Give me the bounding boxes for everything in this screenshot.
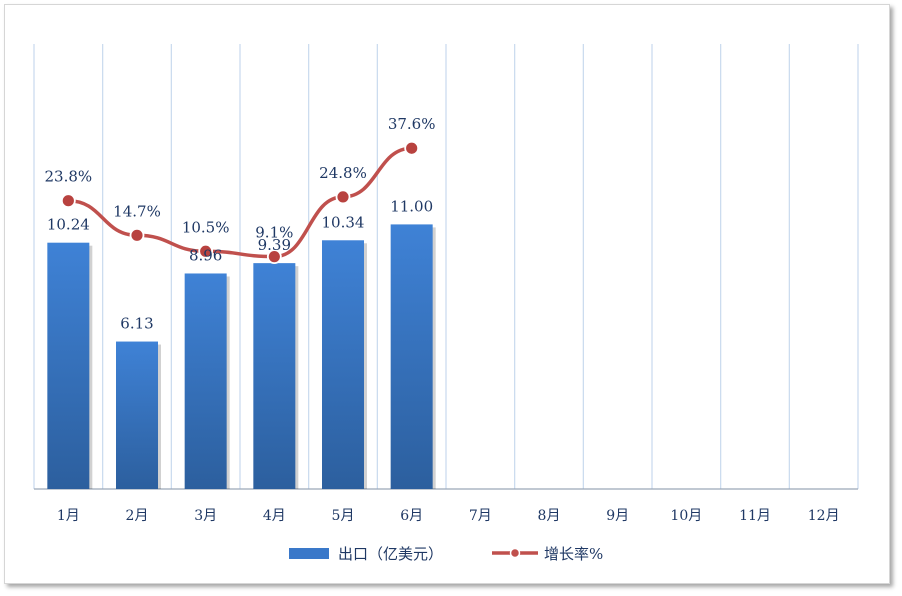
legend-bar-swatch — [289, 548, 329, 559]
x-tick-label: 6月 — [400, 508, 423, 524]
legend: 出口（亿美元） 增长率% — [289, 545, 603, 563]
bar — [184, 273, 227, 489]
x-tick-label: 7月 — [469, 508, 492, 524]
growth-value-label: 23.8% — [45, 168, 93, 186]
growth-value-label: 10.5% — [182, 218, 230, 236]
x-tick-label: 9月 — [606, 508, 629, 524]
x-tick-label: 4月 — [263, 508, 286, 524]
line-layer — [60, 140, 420, 265]
bar-value-label: 8.96 — [189, 246, 222, 264]
growth-marker — [129, 227, 145, 243]
x-tick-label: 5月 — [332, 508, 355, 524]
bar — [322, 240, 364, 489]
label-layer: 10.24 6.13 8.96 9.39 10.34 11.00 23.8% 14.7% 10.… — [45, 115, 436, 332]
growth-marker — [60, 193, 76, 209]
bar — [253, 263, 296, 489]
x-tick-label: 12月 — [808, 508, 840, 524]
growth-marker — [198, 243, 214, 259]
growth-value-label: 37.6% — [388, 115, 436, 133]
x-tick-label: 10月 — [670, 508, 702, 524]
x-tick-label: 3月 — [194, 508, 217, 524]
legend-line-label: 增长率% — [544, 545, 603, 563]
bar — [47, 242, 90, 489]
legend-line-marker — [509, 547, 521, 559]
bar — [390, 224, 433, 490]
growth-value-label: 24.8% — [319, 164, 367, 182]
bar — [116, 341, 158, 489]
legend-bar-label: 出口（亿美元） — [338, 545, 443, 563]
growth-value-label: 9.1% — [255, 224, 293, 242]
bar-value-label: 11.00 — [390, 197, 433, 215]
x-tick-label: 1月 — [57, 508, 80, 524]
grid-layer — [33, 44, 859, 490]
x-tick-label: 11月 — [739, 508, 771, 524]
bar-value-label: 9.39 — [258, 236, 291, 254]
growth-marker — [335, 189, 351, 205]
bar-value-label: 10.24 — [47, 216, 90, 234]
growth-marker — [404, 140, 420, 156]
growth-line — [66, 146, 414, 259]
x-tick-label: 8月 — [538, 508, 561, 524]
bar-value-label: 6.13 — [120, 315, 153, 333]
tick-layer: 1月 2月 3月 4月 5月 6月 7月 8月 9月 10月 11月 12月 — [57, 508, 840, 524]
bar-layer — [47, 224, 436, 490]
x-tick-label: 2月 — [126, 508, 149, 524]
growth-marker — [266, 249, 282, 265]
bar-value-label: 10.34 — [322, 213, 365, 231]
growth-value-label: 14.7% — [113, 202, 161, 220]
